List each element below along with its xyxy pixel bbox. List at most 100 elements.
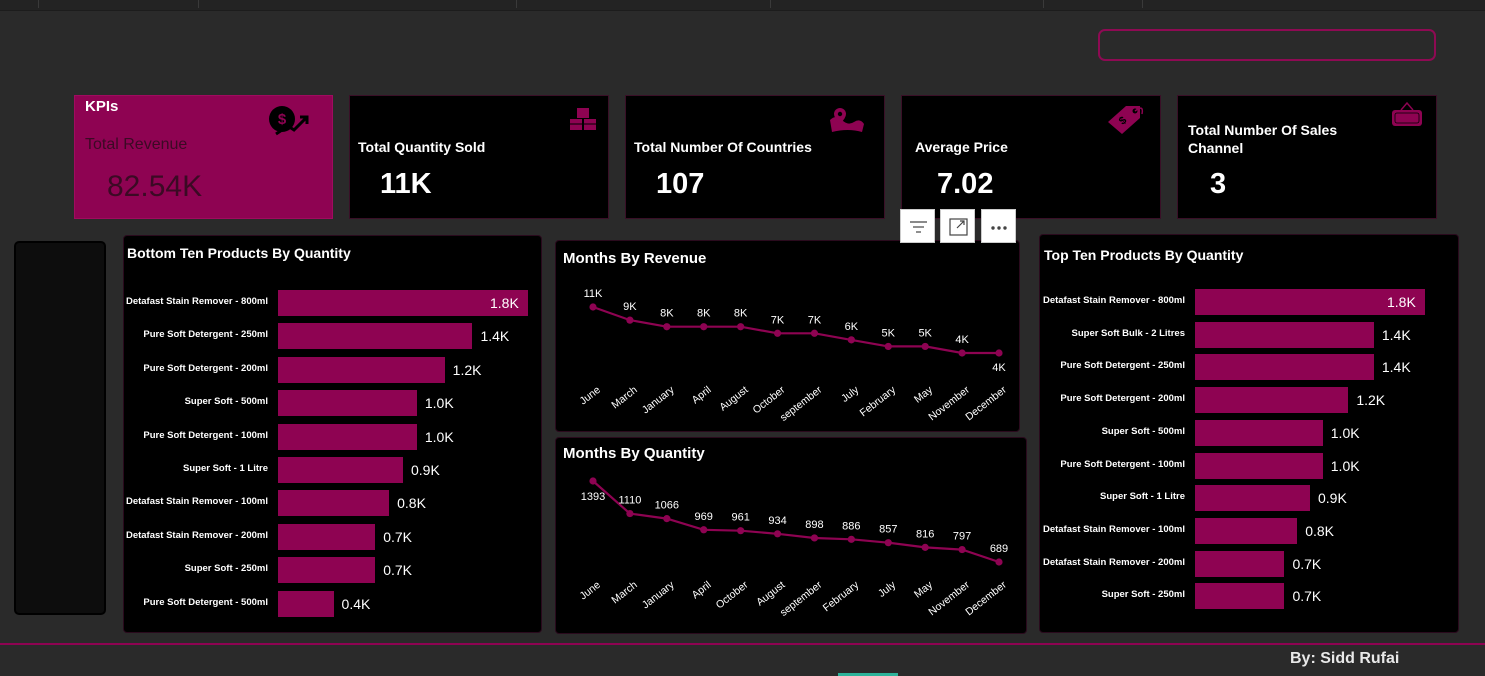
data-label: 4K (992, 362, 1006, 374)
bar-value-label: 1.2K (1356, 392, 1386, 409)
data-label: 1110 (618, 495, 641, 507)
bar[interactable] (1195, 354, 1374, 381)
bar-value-label: 0.8K (1305, 522, 1335, 539)
x-tick-label: september (778, 579, 825, 619)
bar-value-label: 0.7K (383, 562, 413, 579)
card-total-countries[interactable]: Total Number Of Countries 107 (625, 95, 885, 219)
data-point[interactable] (589, 477, 597, 485)
bar[interactable] (1195, 550, 1285, 577)
bar[interactable] (278, 290, 528, 316)
focus-mode-icon (949, 218, 968, 236)
bar[interactable] (1195, 485, 1310, 512)
bar-value-label: 1.8K (490, 295, 519, 311)
strip-divider (1142, 0, 1143, 8)
chart-title: Months By Quantity (563, 445, 705, 462)
bar[interactable] (278, 590, 334, 617)
bar-value-label: 0.9K (1318, 490, 1347, 507)
data-label: 857 (879, 524, 897, 536)
bottom-ten-products-chart[interactable]: Bottom Ten Products By Quantity Detafast… (123, 235, 542, 633)
data-point[interactable] (958, 545, 966, 554)
bar[interactable] (278, 423, 417, 450)
data-point[interactable] (810, 329, 819, 337)
bar-category-label: Pure Soft Detergent - 250ml (1060, 360, 1185, 372)
bar[interactable] (278, 523, 376, 550)
bar[interactable] (1195, 583, 1285, 610)
data-point[interactable] (921, 543, 929, 551)
bar[interactable] (1195, 289, 1425, 315)
data-point[interactable] (663, 323, 671, 331)
bar-category-label: Pure Soft Detergent - 100ml (1060, 458, 1185, 470)
card-average-price[interactable]: Average Price 7.02 $ (901, 95, 1161, 219)
bar[interactable] (1195, 517, 1298, 544)
data-point[interactable] (995, 558, 1003, 566)
data-point[interactable] (921, 342, 929, 351)
data-point[interactable] (958, 349, 966, 357)
months-by-quantity-chart[interactable]: Months By Quantity 1393 June 1110 March 1066… (555, 437, 1027, 634)
filter-icon (910, 221, 927, 233)
bar[interactable] (1195, 387, 1349, 414)
card-title: Total Number Of Countries (634, 139, 812, 155)
focus-mode-button[interactable] (940, 209, 975, 243)
data-point[interactable] (810, 534, 819, 542)
boxes-icon (568, 106, 598, 137)
data-label: 934 (768, 515, 786, 527)
bar[interactable] (278, 356, 445, 383)
x-tick-label: March (609, 579, 640, 607)
bar-category-label: Detafast Stain Remover - 800ml (1042, 295, 1185, 306)
revenue-growth-icon: $ (266, 104, 310, 143)
x-tick-label: september (778, 384, 825, 424)
top-ten-products-chart[interactable]: Top Ten Products By Quantity Detafast St… (1039, 234, 1459, 633)
side-slicer-panel[interactable] (14, 241, 106, 615)
data-point[interactable] (847, 336, 855, 344)
data-point[interactable] (884, 342, 892, 351)
data-point[interactable] (737, 527, 745, 535)
bar[interactable] (1195, 452, 1323, 479)
data-point[interactable] (626, 509, 634, 518)
bar[interactable] (278, 390, 417, 417)
data-point[interactable] (626, 316, 634, 324)
data-point[interactable] (663, 515, 671, 523)
data-point[interactable] (589, 303, 597, 311)
data-point[interactable] (773, 530, 782, 538)
data-point[interactable] (995, 349, 1003, 357)
more-options-button[interactable] (981, 209, 1016, 243)
kpi-heading: KPIs (85, 98, 119, 115)
x-tick-label: December (963, 384, 1009, 424)
bar[interactable] (1195, 419, 1323, 446)
card-title: Total Number Of Sales Channel (1188, 122, 1338, 156)
card-value: 11K (380, 168, 432, 200)
card-sales-channels[interactable]: Total Number Of Sales Channel 3 (1177, 95, 1437, 219)
strip-divider (770, 0, 771, 8)
bar[interactable] (278, 557, 376, 584)
data-label: 8K (734, 308, 748, 320)
kpi-card-total-revenue[interactable]: KPIs Total Revenue 82.54K $ (74, 95, 333, 219)
data-point[interactable] (773, 329, 782, 337)
x-tick-label: May (912, 578, 936, 600)
data-point[interactable] (700, 526, 708, 534)
data-label: 886 (842, 520, 860, 532)
top-slicer-box[interactable] (1098, 29, 1436, 61)
bar[interactable] (1195, 321, 1374, 348)
card-total-quantity[interactable]: Total Quantity Sold 11K (349, 95, 609, 219)
data-point[interactable] (847, 535, 855, 543)
bar[interactable] (278, 323, 473, 350)
months-by-revenue-chart[interactable]: Months By Revenue 11K June 9K March 8K Januar… (555, 240, 1020, 432)
data-point[interactable] (700, 323, 708, 331)
data-point[interactable] (737, 323, 745, 331)
filter-button[interactable] (900, 209, 935, 243)
bar-category-label: Super Soft - 1 Litre (1100, 491, 1185, 503)
line-plot: 11K June 9K March 8K January 8K April 8K August 7K… (578, 288, 1010, 424)
footer-divider (0, 643, 1485, 645)
bar[interactable] (278, 490, 390, 517)
data-label: 5K (882, 327, 896, 339)
page-tab-indicator[interactable] (838, 673, 898, 676)
bar[interactable] (278, 457, 403, 483)
data-point[interactable] (884, 539, 892, 547)
sale-sign-icon (1390, 100, 1424, 133)
x-tick-label: August (754, 579, 787, 609)
author-credit: By: Sidd Rufai (1290, 650, 1400, 667)
bar-value-label: 1.0K (424, 395, 454, 412)
bar-value-label: 0.7K (1292, 588, 1322, 605)
bar-value-label: 0.8K (397, 495, 426, 512)
x-tick-label: June (578, 579, 603, 603)
